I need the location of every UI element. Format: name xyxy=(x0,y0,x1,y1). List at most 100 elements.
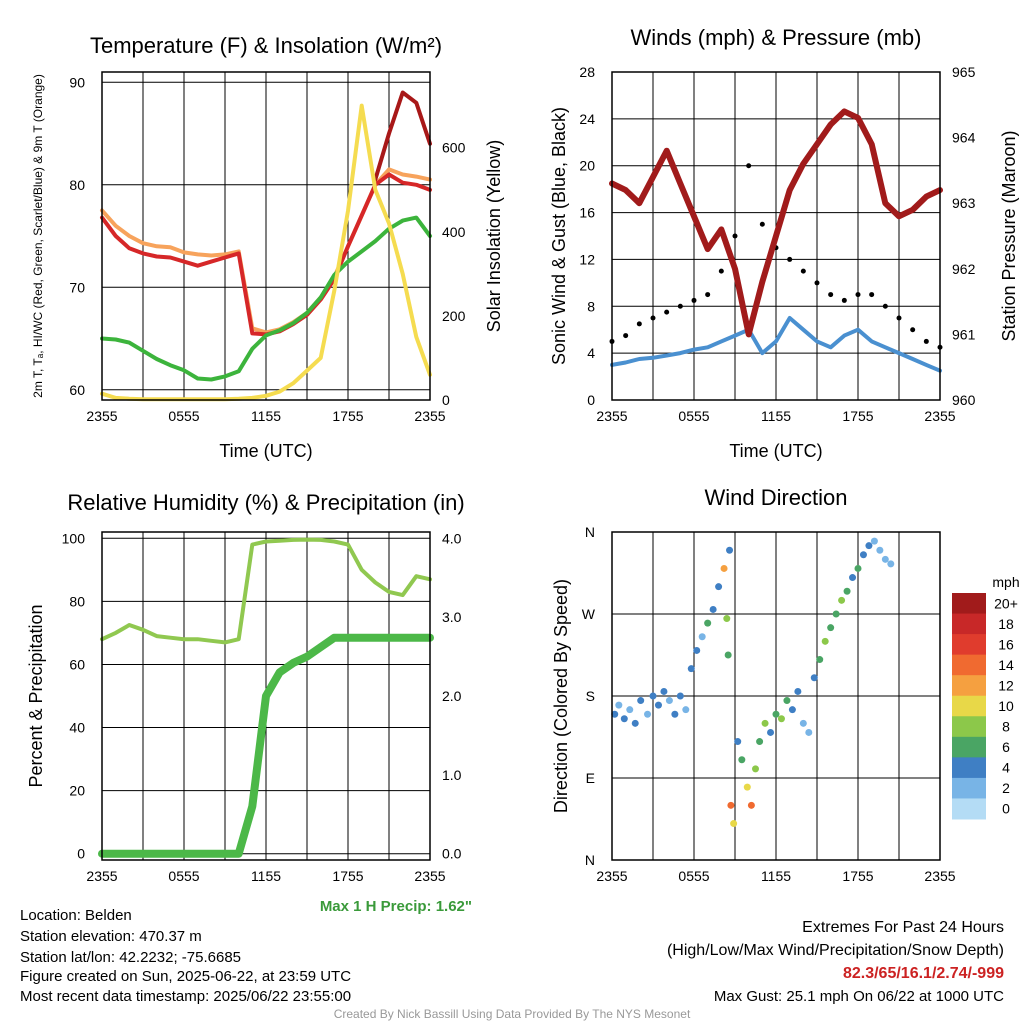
y-tick-label: 20 xyxy=(579,158,595,174)
y-tick-label: 60 xyxy=(69,382,85,398)
direction-point xyxy=(752,765,759,773)
direction-point xyxy=(730,820,738,828)
direction-point xyxy=(724,651,732,659)
direction-point xyxy=(693,646,701,654)
plot-frame xyxy=(611,531,941,861)
direction-point xyxy=(783,697,791,705)
x-tick-label: 0555 xyxy=(168,408,199,424)
y-tick-label: 20 xyxy=(69,783,85,799)
series-point xyxy=(718,268,724,274)
precip-annotation: Max 1 H Precip: 1.62" xyxy=(320,898,472,915)
colorbar-label: 10 xyxy=(998,698,1014,714)
direction-point xyxy=(881,555,889,563)
direction-point xyxy=(734,738,742,746)
direction-point xyxy=(671,710,679,718)
series-point xyxy=(910,327,916,333)
direction-point xyxy=(709,605,717,613)
plot-frame xyxy=(101,531,431,861)
y-tick-label: 8 xyxy=(587,298,595,314)
direction-point xyxy=(767,728,775,736)
plot-frame xyxy=(611,71,941,401)
series-point xyxy=(650,315,656,321)
colorbar-label: 12 xyxy=(998,677,1014,693)
direction-point xyxy=(777,715,785,723)
direction-point xyxy=(698,633,706,641)
y-tick-label: 100 xyxy=(62,530,86,546)
extremes-subtitle: (High/Low/Max Wind/Precipitation/Snow De… xyxy=(666,942,1004,959)
colorbar-label: 20+ xyxy=(994,595,1018,611)
y-axis-label: Direction (Colored By Speed) xyxy=(551,579,571,813)
y2-tick-label: 960 xyxy=(952,392,976,408)
x-tick-label: 1155 xyxy=(251,868,281,884)
y-tick-label: 40 xyxy=(69,720,85,736)
colorbar-swatch xyxy=(952,613,986,635)
extremes-title: Extremes For Past 24 Hours xyxy=(802,919,1004,936)
x-tick-label: 2355 xyxy=(86,868,117,884)
series-point xyxy=(882,303,888,309)
direction-point xyxy=(637,697,645,705)
series-line-3 xyxy=(609,108,943,338)
colorbar-label: 18 xyxy=(998,616,1014,632)
x-tick-label: 2355 xyxy=(414,408,445,424)
colorbar-swatch xyxy=(952,777,986,799)
x-tick-label: 1755 xyxy=(332,408,363,424)
series-point xyxy=(664,309,670,315)
x-tick-label: 1155 xyxy=(251,408,281,424)
colorbar-swatch xyxy=(952,654,986,676)
colorbar-swatch xyxy=(952,736,986,758)
y2-tick-label: 3.0 xyxy=(442,609,462,625)
y-tick-label: 80 xyxy=(69,177,85,193)
colorbar-unit: mph xyxy=(992,574,1019,590)
series-line-5 xyxy=(100,103,432,402)
direction-point xyxy=(626,706,634,714)
chart-title: Relative Humidity (%) & Precipitation (i… xyxy=(67,490,464,515)
direction-point xyxy=(704,619,712,627)
series-line-2 xyxy=(98,633,434,858)
created-text: Figure created on Sun, 2025-06-22, at 23… xyxy=(20,968,352,985)
series-point xyxy=(841,297,847,303)
colorbar-label: 6 xyxy=(1002,739,1010,755)
x-tick-label: 2355 xyxy=(924,868,955,884)
x-axis-label: Time (UTC) xyxy=(729,441,822,461)
direction-point xyxy=(821,637,829,645)
direction-point xyxy=(660,687,668,695)
x-tick-label: 0555 xyxy=(678,868,709,884)
max-gust-text: Max Gust: 25.1 mph On 06/22 at 1000 UTC xyxy=(713,988,1004,1005)
y-tick-label: N xyxy=(585,524,595,540)
series-point xyxy=(623,333,629,339)
colorbar-label: 14 xyxy=(998,657,1014,673)
direction-point xyxy=(859,551,867,559)
direction-point xyxy=(611,710,619,718)
x-axis-label: Time (UTC) xyxy=(219,441,312,461)
series-point xyxy=(759,221,765,227)
x-tick-label: 0555 xyxy=(168,868,199,884)
y-tick-label: N xyxy=(585,852,595,868)
x-tick-label: 0555 xyxy=(678,408,709,424)
direction-point xyxy=(631,719,639,727)
direction-point xyxy=(794,687,802,695)
direction-point xyxy=(865,542,873,550)
series-point xyxy=(800,268,806,274)
direction-point xyxy=(805,728,813,736)
direction-point xyxy=(654,701,662,709)
series-point xyxy=(705,292,711,298)
direction-point xyxy=(665,697,673,705)
x-tick-label: 1155 xyxy=(761,868,791,884)
y2-tick-label: 965 xyxy=(952,64,976,80)
y2-tick-label: 2.0 xyxy=(442,688,462,704)
y-tick-label: S xyxy=(586,688,595,704)
y2-tick-label: 4.0 xyxy=(442,530,462,546)
series-point xyxy=(636,321,642,327)
direction-point xyxy=(726,546,734,554)
y2-tick-label: 961 xyxy=(952,326,976,342)
y-tick-label: 0 xyxy=(77,846,85,862)
direction-point xyxy=(723,615,731,623)
y-axis-label: Percent & Precipitation xyxy=(26,604,46,787)
direction-point xyxy=(687,665,695,673)
x-tick-label: 2355 xyxy=(596,408,627,424)
colorbar-swatch xyxy=(952,798,986,820)
x-tick-label: 1755 xyxy=(842,868,873,884)
direction-point xyxy=(876,546,884,554)
direction-point xyxy=(644,710,652,718)
